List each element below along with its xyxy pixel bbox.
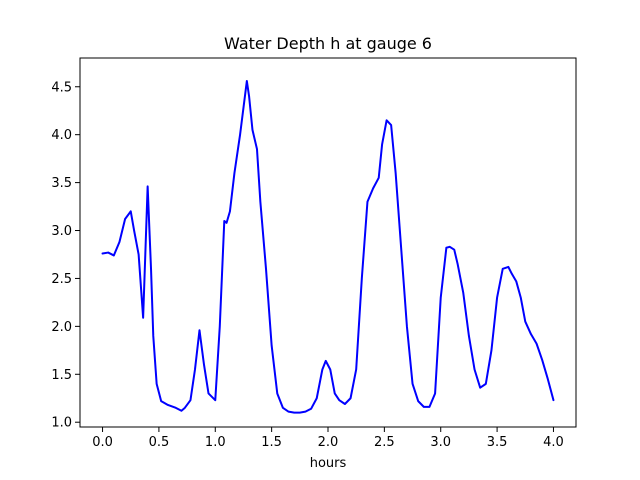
x-tick-label-5: 2.5	[374, 435, 395, 450]
y-tick-label-0: 1.0	[51, 416, 72, 431]
y-tick-label-5: 3.5	[51, 176, 72, 191]
x-tick-label-0: 0.0	[92, 435, 113, 450]
y-tick-label-3: 2.5	[51, 272, 72, 287]
y-tick-label-6: 4.0	[51, 128, 72, 143]
chart-title: Water Depth h at gauge 6	[224, 34, 432, 53]
x-tick-label-2: 1.0	[205, 435, 226, 450]
y-tick-label-7: 4.5	[51, 80, 72, 95]
x-axis-label: hours	[310, 456, 347, 471]
y-tick-label-4: 3.0	[51, 224, 72, 239]
series-line-0	[101, 80, 555, 414]
x-tick-label-6: 3.0	[430, 435, 451, 450]
x-tick-label-1: 0.5	[149, 435, 170, 450]
x-tick-label-7: 3.5	[487, 435, 508, 450]
y-tick-label-2: 2.0	[51, 320, 72, 335]
plot-area: 0.0 0.5 1.0 1.5 2.0 2.5 3.0 3.5 4.0 1.0 1.5 2.0 2.5 3…	[51, 57, 577, 450]
x-tick-label-4: 2.0	[318, 435, 339, 450]
x-tick-label-8: 4.0	[543, 435, 564, 450]
y-tick-label-1: 1.5	[51, 368, 72, 383]
x-tick-label-3: 1.5	[261, 435, 282, 450]
